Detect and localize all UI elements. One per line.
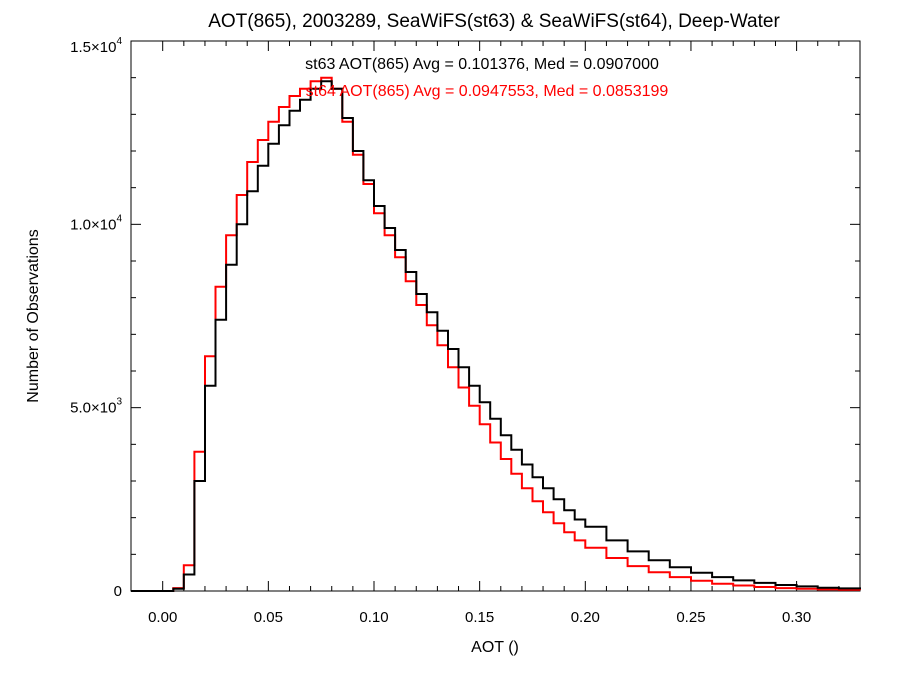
- y-tick-label: 0: [114, 583, 122, 600]
- x-tick-label: 0.30: [782, 609, 811, 626]
- chart-title: AOT(865), 2003289, SeaWiFS(st63) & SeaWi…: [208, 11, 780, 32]
- x-tick-label: 0.15: [465, 609, 494, 626]
- y-tick-label: 5.0×103: [70, 397, 122, 417]
- x-axis-label: AOT (): [471, 639, 519, 656]
- x-tick-label: 0.10: [359, 609, 388, 626]
- series-line-st64: [131, 76, 861, 592]
- y-tick-label: 1.5×104: [70, 36, 122, 56]
- series-group: [131, 76, 861, 592]
- y-axis-label: Number of Observations: [25, 229, 42, 402]
- series-line-st63: [131, 80, 861, 592]
- y-axis: 0 5.0×103 1.0×104 1.5×104: [70, 36, 860, 600]
- annotation-st63: st63 AOT(865) Avg = 0.101376, Med = 0.09…: [305, 56, 659, 73]
- plot-frame: [130, 40, 861, 592]
- x-tick-label: 0.00: [148, 609, 177, 626]
- x-tick-label: 0.20: [571, 609, 600, 626]
- x-tick-label: 0.05: [254, 609, 283, 626]
- annotation-st64: st64 AOT(865) Avg = 0.0947553, Med = 0.0…: [306, 83, 669, 100]
- x-tick-label: 0.25: [676, 609, 705, 626]
- y-tick-label: 1.0×104: [70, 213, 122, 233]
- x-axis: 0.00 0.05 0.10 0.15 0.20 0.25 0.30: [148, 41, 840, 626]
